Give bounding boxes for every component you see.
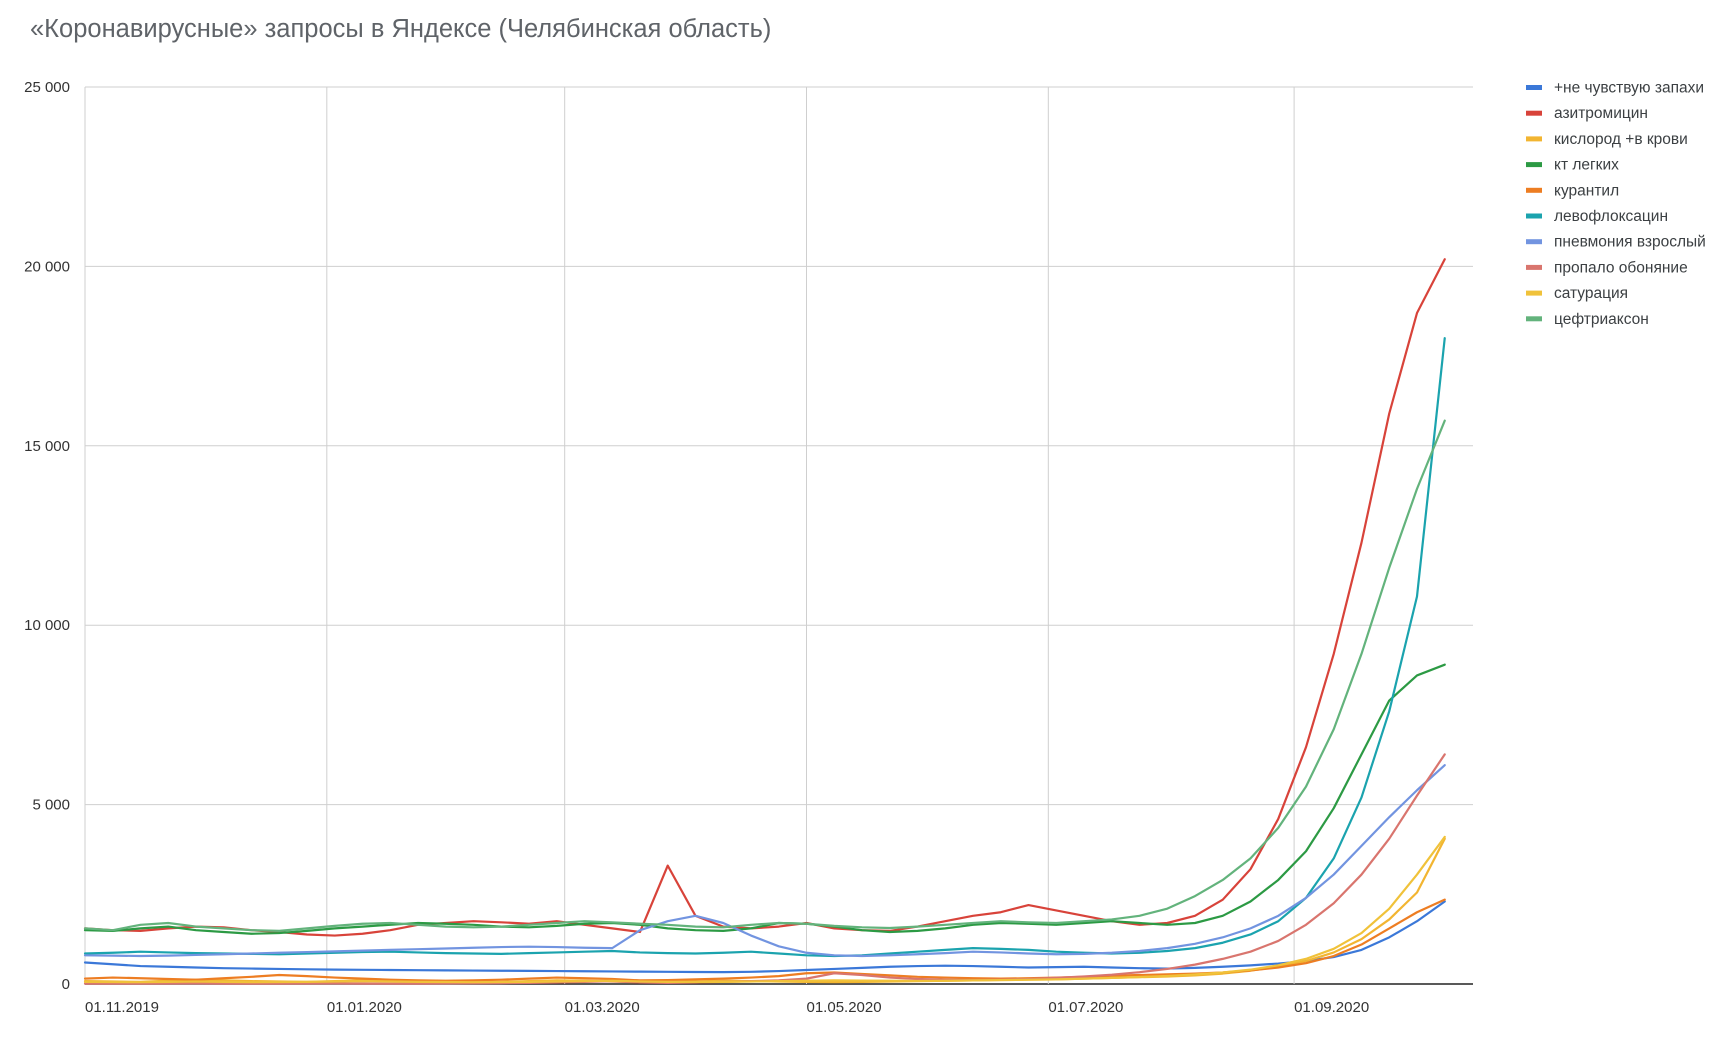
svg-text:цефтриаксон: цефтриаксон bbox=[1554, 311, 1649, 328]
svg-text:сатурация: сатурация bbox=[1554, 285, 1628, 302]
svg-text:01.09.2020: 01.09.2020 bbox=[1294, 999, 1369, 1016]
svg-text:01.01.2020: 01.01.2020 bbox=[327, 999, 402, 1016]
svg-text:01.07.2020: 01.07.2020 bbox=[1048, 999, 1123, 1016]
svg-text:пневмония взрослый: пневмония взрослый bbox=[1554, 234, 1706, 251]
svg-text:кислород +в крови: кислород +в крови bbox=[1554, 131, 1688, 148]
svg-text:курантил: курантил bbox=[1554, 182, 1619, 199]
svg-text:0: 0 bbox=[62, 976, 70, 993]
svg-text:01.11.2019: 01.11.2019 bbox=[85, 999, 159, 1016]
svg-text:пропало обоняние: пропало обоняние bbox=[1554, 259, 1688, 276]
svg-text:15 000: 15 000 bbox=[24, 438, 70, 455]
svg-text:01.05.2020: 01.05.2020 bbox=[807, 999, 882, 1016]
svg-text:азитромицин: азитромицин bbox=[1554, 105, 1648, 122]
svg-text:01.03.2020: 01.03.2020 bbox=[565, 999, 640, 1016]
svg-text:10 000: 10 000 bbox=[24, 617, 70, 634]
svg-text:+не чувствую запахи: +не чувствую запахи bbox=[1554, 80, 1704, 97]
svg-text:20 000: 20 000 bbox=[24, 258, 70, 275]
svg-text:левофлоксацин: левофлоксацин bbox=[1554, 208, 1668, 225]
svg-text:5 000: 5 000 bbox=[32, 797, 70, 814]
svg-text:25 000: 25 000 bbox=[24, 79, 70, 96]
svg-text:кт легких: кт легких bbox=[1554, 157, 1619, 174]
